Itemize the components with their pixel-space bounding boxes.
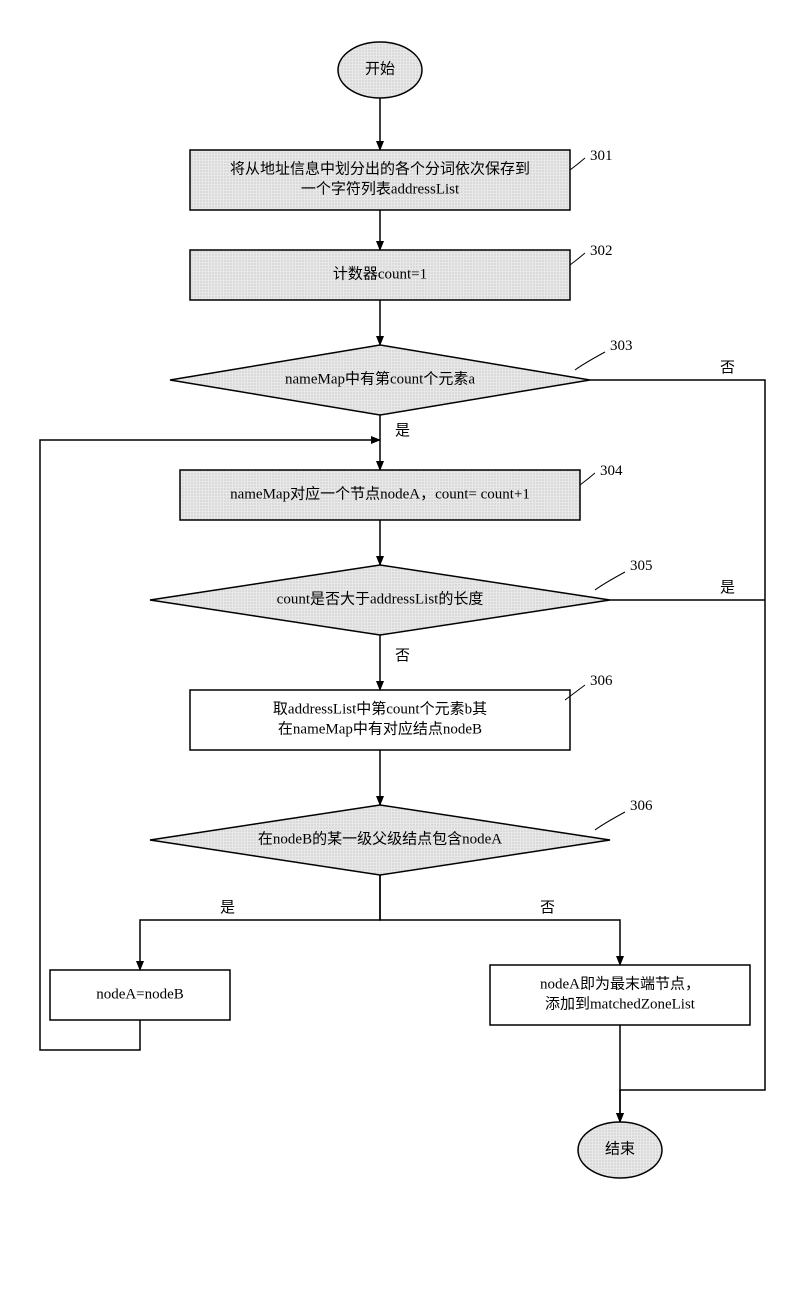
edge-label: 否: [540, 900, 555, 916]
node-start: 开始: [338, 42, 422, 98]
node-nRight: nodeA即为最末端节点， 添加到matchedZoneList: [490, 965, 750, 1025]
edge-label: 否: [720, 360, 735, 376]
svg-text:在nodeB的某一级父级结点包含nodeA: 在nodeB的某一级父级结点包含nodeA: [258, 830, 502, 847]
node-n302: 计数器count=1: [190, 250, 570, 300]
ref-r304: 304: [600, 463, 623, 479]
ref-r303: 303: [610, 338, 633, 354]
svg-text:nodeA=nodeB: nodeA=nodeB: [96, 986, 184, 1002]
edge-n306b-nRight: [380, 875, 620, 965]
flowchart-canvas: 是否否是是否开始将从地址信息中划分出的各个分词依次保存到一个字符列表addres…: [20, 20, 780, 1280]
node-n305: count是否大于addressList的长度: [150, 565, 610, 635]
node-n301: 将从地址信息中划分出的各个分词依次保存到一个字符列表addressList: [190, 150, 570, 210]
edge-label: 是: [720, 580, 735, 596]
node-n303: nameMap中有第count个元素a: [170, 345, 590, 415]
edge-label: 是: [395, 423, 410, 439]
svg-text:nodeA即为最末端节点，: nodeA即为最末端节点，: [540, 975, 700, 992]
ref-r306a: 306: [590, 673, 613, 689]
svg-text:计数器count=1: 计数器count=1: [333, 265, 427, 282]
svg-text:nameMap中有第count个元素a: nameMap中有第count个元素a: [285, 369, 475, 387]
node-n306a: 取addressList中第count个元素b其在nameMap中有对应结点no…: [190, 690, 570, 750]
ref-r302: 302: [590, 243, 613, 259]
edge-n306b-nLeft: [140, 875, 380, 970]
svg-text:nameMap对应一个节点nodeA，count= coun: nameMap对应一个节点nodeA，count= count+1: [230, 484, 530, 502]
svg-text:count是否大于addressList的长度: count是否大于addressList的长度: [277, 590, 484, 607]
node-n304: nameMap对应一个节点nodeA，count= count+1: [180, 470, 580, 520]
node-end: 结束: [578, 1122, 662, 1178]
ref-r301: 301: [590, 148, 613, 164]
ref-r306b: 306: [630, 798, 653, 814]
node-nLeft: nodeA=nodeB: [50, 970, 230, 1020]
edge-label: 否: [395, 648, 410, 664]
node-n306b: 在nodeB的某一级父级结点包含nodeA: [150, 805, 610, 875]
svg-text:结束: 结束: [605, 1140, 635, 1157]
svg-text:添加到matchedZoneList: 添加到matchedZoneList: [545, 995, 696, 1012]
svg-text:将从地址信息中划分出的各个分词依次保存到: 将从地址信息中划分出的各个分词依次保存到: [230, 160, 530, 177]
svg-text:开始: 开始: [365, 60, 395, 77]
ref-r305: 305: [630, 558, 653, 574]
svg-text:一个字符列表addressList: 一个字符列表addressList: [301, 180, 460, 197]
svg-text:取addressList中第count个元素b其: 取addressList中第count个元素b其: [273, 699, 487, 717]
edge-label: 是: [220, 900, 235, 916]
svg-text:在nameMap中有对应结点nodeB: 在nameMap中有对应结点nodeB: [278, 719, 482, 737]
